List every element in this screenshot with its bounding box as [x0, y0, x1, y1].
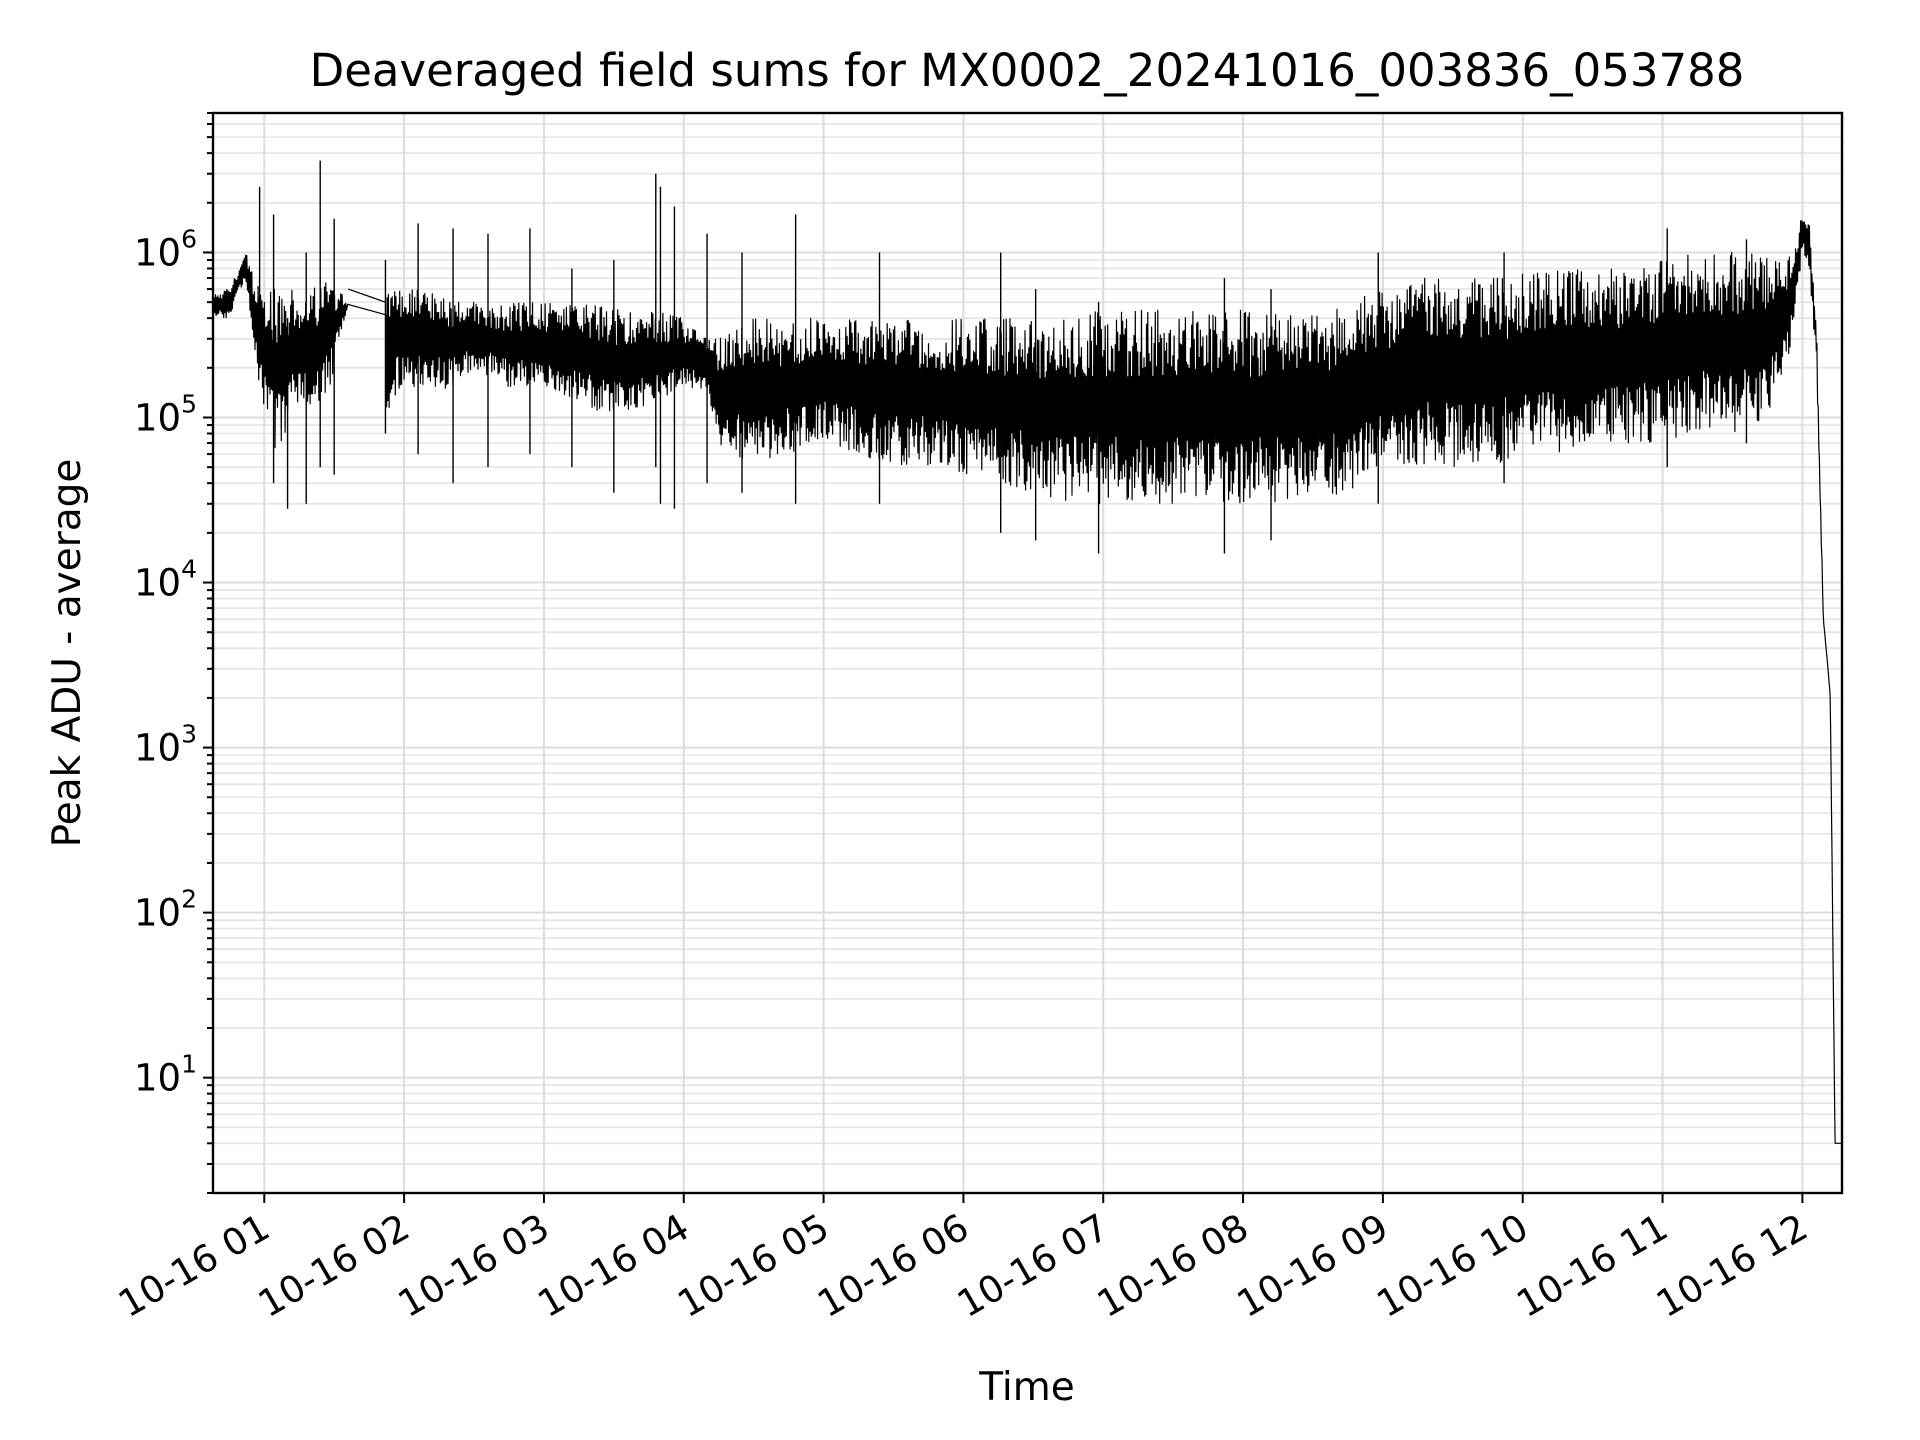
- y-tick-label: 103: [134, 720, 197, 770]
- gap-connector: [347, 288, 386, 303]
- grid: [213, 112, 1842, 1194]
- y-tick-label: 105: [134, 390, 197, 440]
- series-line: [212, 220, 1842, 1144]
- y-axis-label: Peak ADU - average: [45, 459, 90, 848]
- x-axis-label: Time: [978, 1365, 1074, 1410]
- data-layer: [212, 160, 1842, 1144]
- y-tick-label: 106: [134, 224, 197, 274]
- chart-title: Deaveraged field sums for MX0002_2024101…: [310, 44, 1745, 97]
- plot-frame: [211, 111, 1844, 1195]
- y-tick-label: 104: [134, 555, 197, 605]
- y-tick-label: 102: [134, 885, 197, 935]
- y-tick-label: 101: [134, 1050, 197, 1100]
